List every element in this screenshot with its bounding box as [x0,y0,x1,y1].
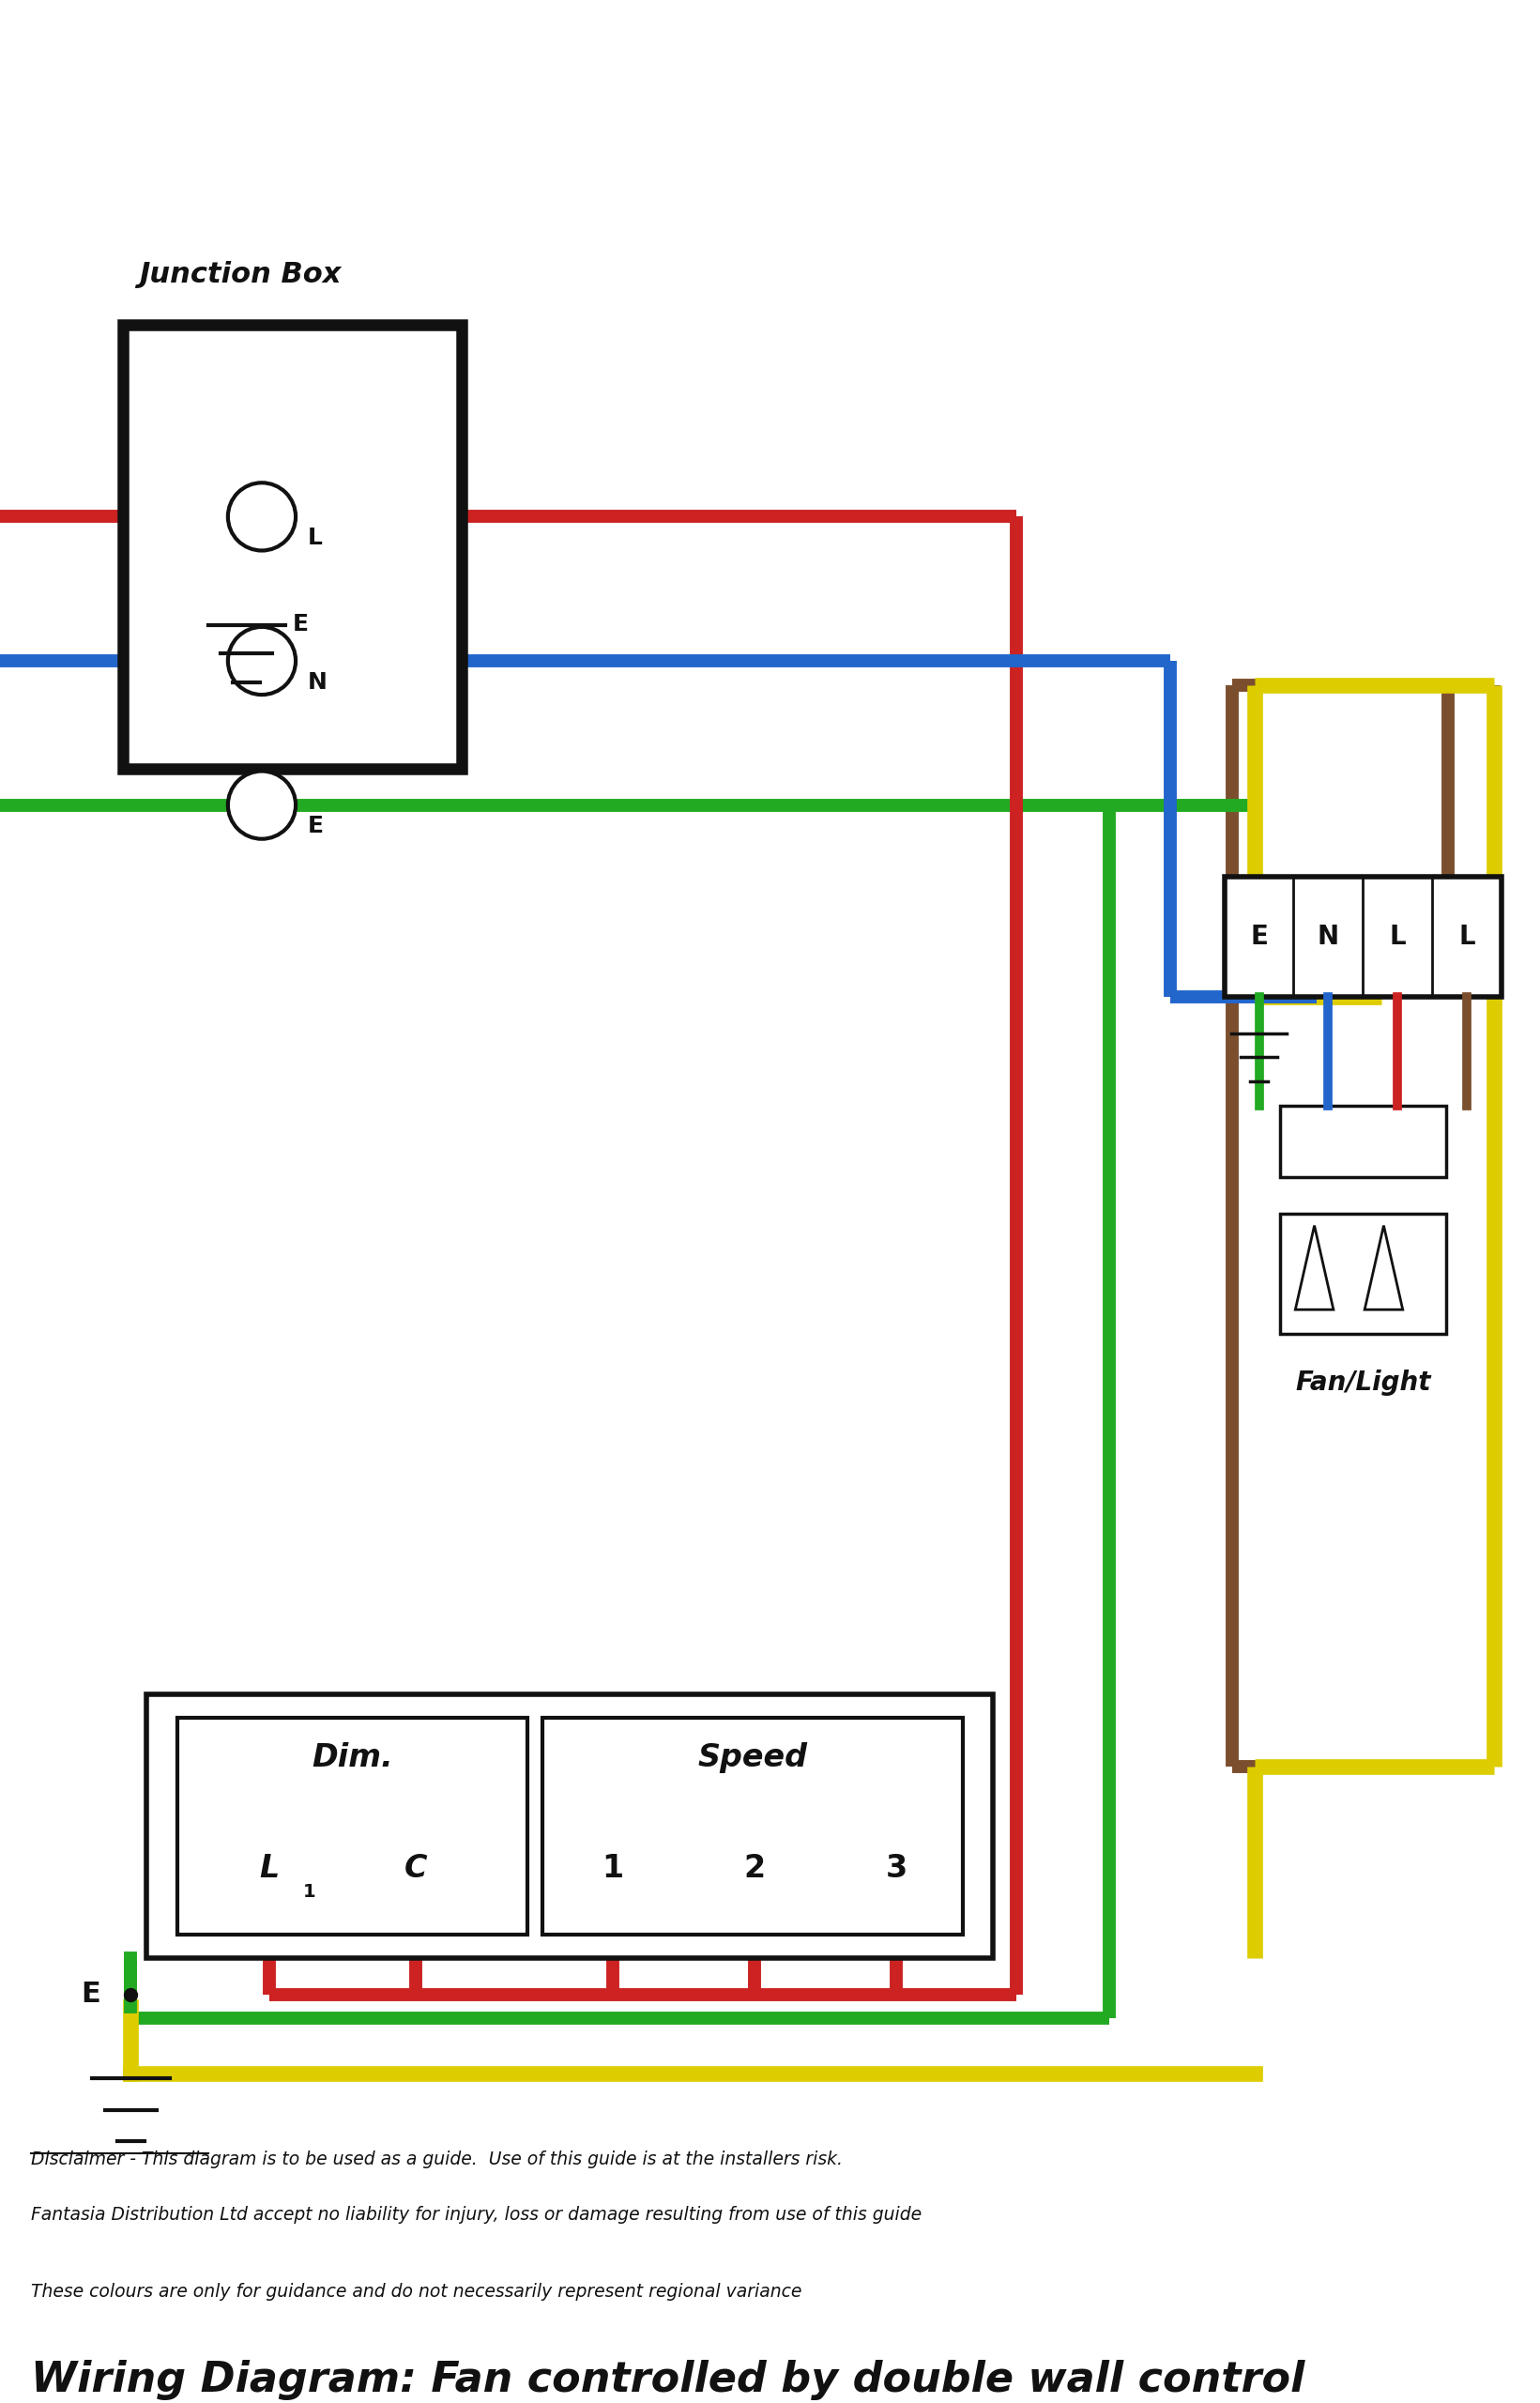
Circle shape [228,771,296,839]
Text: C: C [405,1853,427,1884]
Polygon shape [1295,1226,1334,1310]
Text: 3: 3 [885,1853,907,1884]
Text: 1: 1 [602,1853,624,1884]
FancyBboxPatch shape [1280,1214,1446,1334]
Text: E: E [308,815,323,839]
Text: L: L [260,1853,279,1884]
Text: L: L [1389,925,1406,949]
Text: L: L [308,526,323,550]
Text: L: L [1458,925,1475,949]
Text: Junction Box: Junction Box [139,262,340,288]
FancyBboxPatch shape [1224,877,1501,997]
Text: E: E [293,613,308,634]
FancyBboxPatch shape [123,324,462,769]
Circle shape [228,483,296,550]
Text: Disclaimer - This diagram is to be used as a guide.  Use of this guide is at the: Disclaimer - This diagram is to be used … [31,2151,842,2168]
FancyBboxPatch shape [544,1718,962,1934]
FancyBboxPatch shape [177,1718,527,1934]
Text: 2: 2 [744,1853,765,1884]
Text: E: E [80,1980,100,2009]
Text: 1: 1 [303,1884,316,1901]
Text: These colours are only for guidance and do not necessarily represent regional va: These colours are only for guidance and … [31,2283,802,2300]
Text: Wiring Diagram: Fan controlled by double wall control: Wiring Diagram: Fan controlled by double… [31,2360,1304,2401]
Text: Fan/Light: Fan/Light [1295,1370,1431,1396]
Text: N: N [308,670,328,694]
FancyBboxPatch shape [1280,1105,1446,1177]
Text: Dim.: Dim. [311,1742,393,1773]
Text: N: N [1317,925,1340,949]
Text: Fantasia Distribution Ltd accept no liability for injury, loss or damage resulti: Fantasia Distribution Ltd accept no liab… [31,2206,921,2223]
Text: Speed: Speed [698,1742,807,1773]
Circle shape [228,627,296,694]
Polygon shape [1364,1226,1403,1310]
Text: E: E [1250,925,1267,949]
FancyBboxPatch shape [146,1694,993,1958]
